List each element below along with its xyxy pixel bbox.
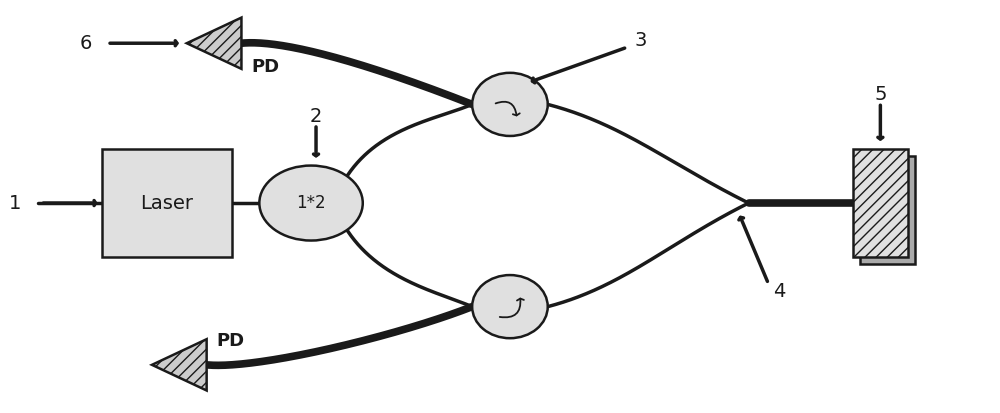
Text: 1*2: 1*2: [296, 194, 326, 212]
Ellipse shape: [472, 275, 548, 338]
Text: PD: PD: [217, 332, 245, 350]
Text: 1: 1: [9, 194, 21, 213]
FancyBboxPatch shape: [102, 149, 232, 257]
Text: Laser: Laser: [140, 194, 193, 213]
Text: PD: PD: [251, 58, 280, 76]
Text: 3: 3: [634, 31, 647, 50]
FancyBboxPatch shape: [860, 156, 915, 264]
Text: 2: 2: [310, 107, 322, 126]
Text: 6: 6: [80, 34, 92, 53]
Text: 5: 5: [874, 85, 887, 104]
FancyBboxPatch shape: [853, 149, 908, 257]
Polygon shape: [187, 18, 241, 69]
Ellipse shape: [472, 73, 548, 136]
Ellipse shape: [259, 166, 363, 240]
Text: 4: 4: [773, 282, 786, 301]
Polygon shape: [152, 339, 207, 390]
